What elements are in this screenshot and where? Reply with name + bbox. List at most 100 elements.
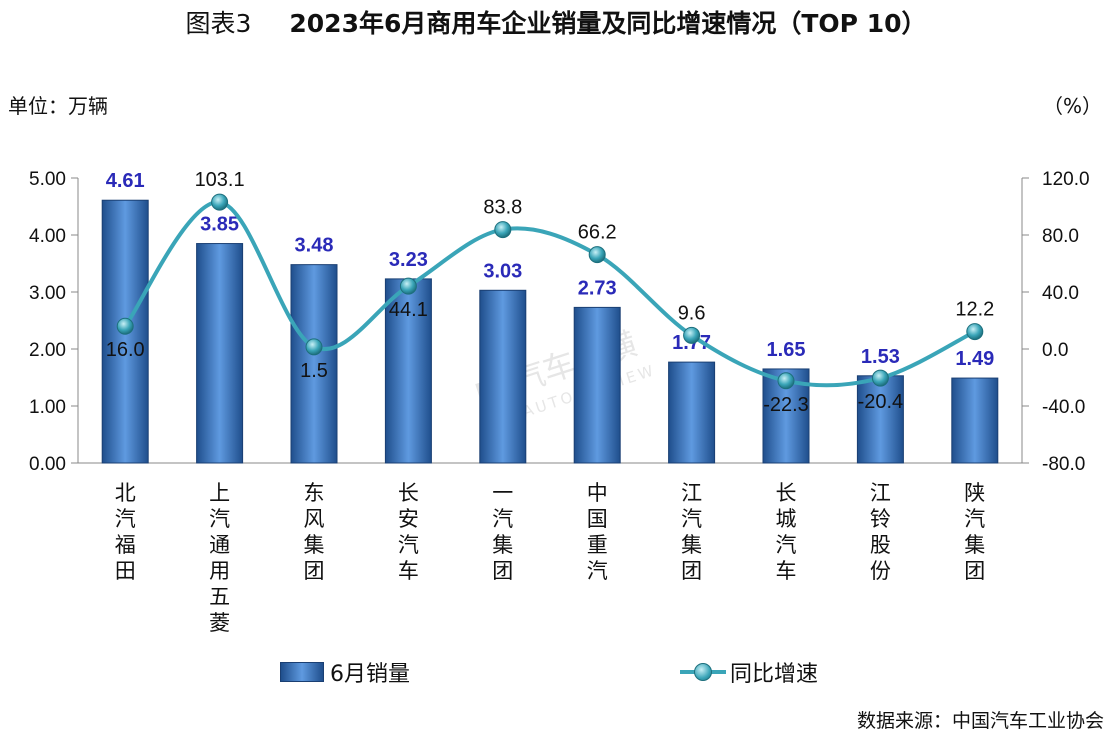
category-char: 长 [398, 482, 419, 505]
growth-point [777, 372, 795, 390]
category-char: 长 [776, 482, 797, 505]
bar [384, 278, 432, 464]
category-char: 上 [209, 482, 230, 505]
category-char: 汽 [115, 508, 136, 531]
growth-value-label: 12.2 [955, 299, 994, 321]
growth-value-label: 103.1 [195, 169, 245, 191]
category-char: 安 [398, 508, 419, 531]
category-char: 菱 [209, 612, 230, 635]
category-char: 陕 [964, 482, 985, 505]
growth-point [966, 323, 984, 341]
category-char: 股 [870, 534, 891, 557]
right-tick-label: 120.0 [1042, 169, 1090, 190]
growth-point [871, 369, 889, 387]
growth-value-label: 44.1 [389, 299, 428, 321]
category-char: 北 [115, 482, 136, 505]
growth-point [116, 317, 134, 335]
right-tick-label: 80.0 [1042, 226, 1079, 247]
left-tick-label: 3.00 [29, 283, 66, 304]
category-char: 铃 [870, 508, 891, 531]
figure-number: 图表3 [185, 9, 252, 38]
bar [668, 361, 716, 464]
growth-value-label: -20.4 [858, 391, 904, 413]
bar-value-label: 1.65 [767, 339, 806, 361]
right-tick-label: -80.0 [1042, 454, 1085, 475]
growth-point [211, 193, 229, 211]
category-label: 一汽集团 [492, 482, 513, 583]
bar [196, 243, 244, 464]
category-char: 汽 [776, 534, 797, 557]
legend-label-sales: 6月销量 [330, 662, 410, 687]
growth-value-label: 9.6 [678, 302, 706, 324]
category-char: 集 [681, 534, 702, 557]
category-char: 风 [304, 508, 325, 531]
category-char: 国 [587, 508, 608, 531]
bar-value-label: 4.61 [106, 170, 145, 192]
category-char: 汽 [492, 508, 513, 531]
right-tick-label: -40.0 [1042, 397, 1085, 418]
left-tick-label: 1.00 [29, 397, 66, 418]
source-note: 数据来源：中国汽车工业协会 [856, 710, 1104, 732]
category-char: 车 [398, 560, 419, 583]
category-label: 长城汽车 [776, 482, 797, 583]
category-char: 汽 [398, 534, 419, 557]
legend-bar-swatch [280, 662, 324, 682]
category-label: 长安汽车 [398, 482, 419, 583]
legend-label-growth: 同比增速 [730, 662, 819, 687]
bar-value-label: 3.48 [295, 235, 334, 257]
growth-value-label: 83.8 [483, 197, 522, 219]
left-tick-label: 2.00 [29, 340, 66, 361]
growth-point [305, 338, 323, 356]
left-tick-label: 5.00 [29, 169, 66, 190]
legend-line-swatch [680, 662, 726, 682]
category-label: 江铃股份 [870, 482, 891, 583]
category-char: 江 [681, 482, 702, 505]
category-label: 上汽通用五菱 [209, 482, 230, 635]
category-char: 一 [492, 482, 513, 505]
category-char: 通 [209, 534, 230, 557]
category-char: 份 [870, 560, 891, 583]
growth-point [588, 246, 606, 264]
category-char: 集 [304, 534, 325, 557]
category-char: 团 [681, 560, 702, 583]
bar-value-label: 3.03 [483, 260, 522, 282]
bar [479, 289, 527, 464]
growth-point [683, 326, 701, 344]
left-tick-label: 4.00 [29, 226, 66, 247]
category-char: 集 [492, 534, 513, 557]
legend-item-growth: 同比增速 [680, 656, 818, 688]
category-char: 团 [304, 560, 325, 583]
category-char: 团 [964, 560, 985, 583]
category-char: 福 [115, 534, 136, 557]
bar-value-label: 3.23 [389, 249, 428, 271]
category-char: 中 [587, 482, 608, 505]
bar-value-label: 1.53 [861, 346, 900, 368]
category-char: 车 [776, 560, 797, 583]
category-char: 汽 [681, 508, 702, 531]
bar-value-label: 1.49 [955, 348, 994, 370]
category-char: 城 [776, 508, 797, 531]
category-label: 北汽福田 [115, 482, 136, 583]
bar [573, 306, 621, 464]
bar-value-label: 2.73 [578, 277, 617, 299]
growth-point [494, 221, 512, 239]
title-text: 2023年6月商用车企业销量及同比增速情况（TOP 10） [289, 9, 927, 38]
category-label: 江汽集团 [681, 482, 702, 583]
chart-title: 图表3 2023年6月商用车企业销量及同比增速情况（TOP 10） [0, 4, 1112, 40]
category-char: 五 [209, 586, 230, 609]
growth-value-label: 16.0 [106, 339, 145, 361]
category-char: 用 [209, 560, 230, 583]
category-char: 汽 [587, 560, 608, 583]
bar-value-label: 3.85 [200, 214, 239, 236]
left-axis-unit: 单位：万辆 [8, 94, 108, 118]
bar [290, 264, 338, 464]
category-char: 汽 [209, 508, 230, 531]
category-char: 重 [587, 534, 608, 557]
category-char: 团 [492, 560, 513, 583]
category-char: 田 [115, 560, 136, 583]
right-axis-unit: （%） [1042, 94, 1102, 118]
growth-value-label: -22.3 [763, 394, 809, 416]
growth-value-label: 66.2 [578, 222, 617, 244]
right-tick-label: 0.0 [1042, 340, 1068, 361]
